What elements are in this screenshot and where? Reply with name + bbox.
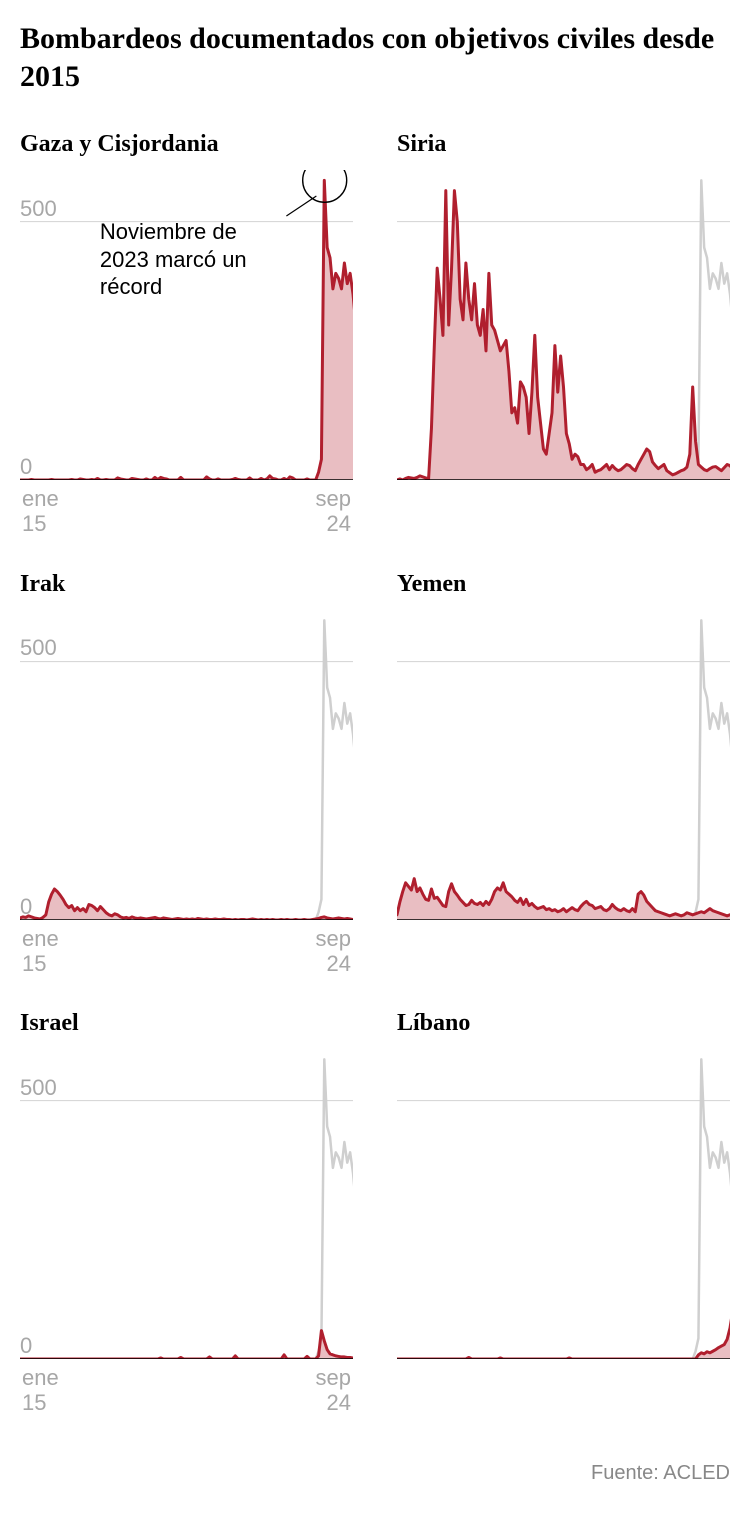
series-area	[20, 889, 353, 920]
page-title: Bombardeos documentados con objetivos ci…	[20, 20, 730, 95]
series-area	[20, 1331, 353, 1359]
panel-title: Israel	[20, 1010, 353, 1037]
annotation-circle-icon	[303, 170, 347, 202]
reference-line	[20, 1060, 353, 1360]
x-tick-right: sep24	[316, 486, 351, 537]
panel-israel: Israel 0 500 ene15 sep24	[20, 1010, 353, 1416]
source-attribution: Fuente: ACLED	[20, 1462, 730, 1485]
panel-irak: Irak 0 500 ene15 sep24	[20, 571, 353, 977]
x-tick-right: sep24	[316, 926, 351, 977]
chart-area: 0 500	[20, 1049, 353, 1359]
reference-line	[20, 620, 353, 920]
chart-area	[397, 170, 730, 480]
panel-title: Gaza y Cisjordania	[20, 131, 353, 158]
chart-svg	[20, 1049, 353, 1359]
x-tick-left: ene15	[22, 486, 59, 537]
y-tick-label: 500	[20, 1075, 57, 1101]
panel-yemen: Yemen	[397, 571, 730, 977]
panel-siria: Siria	[397, 131, 730, 537]
panel-libano: Líbano	[397, 1010, 730, 1416]
y-tick-label: 0	[20, 894, 32, 920]
x-tick-left: ene15	[22, 1365, 59, 1416]
x-axis-labels: ene15 sep24	[20, 486, 353, 537]
series-area	[397, 1310, 730, 1359]
series-line	[20, 1331, 353, 1359]
chart-svg	[397, 170, 730, 480]
panel-gaza: Gaza y Cisjordania 0500Noviembre de 2023 …	[20, 131, 353, 537]
chart-svg	[397, 610, 730, 920]
panel-title: Siria	[397, 131, 730, 158]
x-tick-left: ene15	[22, 926, 59, 977]
x-tick-right: sep24	[316, 1365, 351, 1416]
x-axis-labels: ene15 sep24	[20, 1365, 353, 1416]
panel-title: Irak	[20, 571, 353, 598]
series-line	[397, 1310, 730, 1359]
chart-svg	[397, 1049, 730, 1359]
x-axis-labels: ene15 sep24	[20, 926, 353, 977]
annotation-overlay	[20, 170, 353, 480]
panel-title: Líbano	[397, 1010, 730, 1037]
chart-area	[397, 610, 730, 920]
annotation-connector	[286, 196, 316, 216]
annotation-text: Noviembre de 2023 marcó un récord	[100, 218, 290, 301]
y-tick-label: 500	[20, 635, 57, 661]
panel-title: Yemen	[397, 571, 730, 598]
chart-area: 0 500	[20, 610, 353, 920]
chart-area	[397, 1049, 730, 1359]
reference-line	[397, 620, 730, 920]
chart-svg	[20, 610, 353, 920]
chart-area: 0500Noviembre de 2023 marcó un récord	[20, 170, 353, 480]
reference-line	[397, 1060, 730, 1360]
small-multiples-grid: Gaza y Cisjordania0500Noviembre de 2023 …	[20, 131, 730, 1416]
y-tick-label: 0	[20, 1333, 32, 1359]
